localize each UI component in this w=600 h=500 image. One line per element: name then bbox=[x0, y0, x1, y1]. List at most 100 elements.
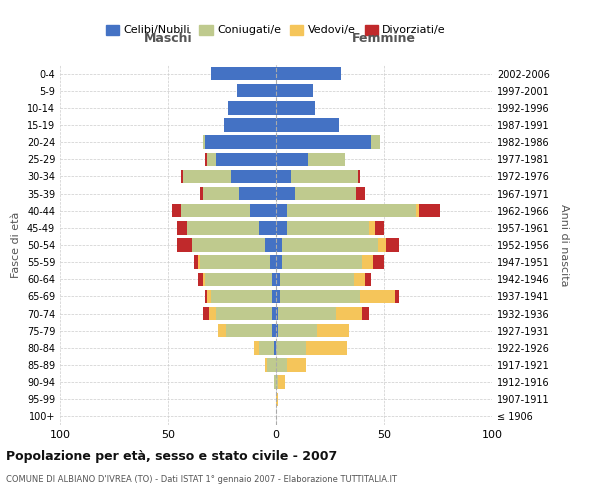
Bar bbox=[360, 290, 395, 303]
Text: Popolazione per età, sesso e stato civile - 2007: Popolazione per età, sesso e stato civil… bbox=[6, 450, 337, 463]
Bar bbox=[369, 221, 376, 234]
Bar bbox=[272, 324, 276, 338]
Bar bbox=[276, 101, 315, 114]
Bar bbox=[283, 256, 362, 269]
Bar bbox=[203, 136, 205, 149]
Bar bbox=[176, 221, 187, 234]
Bar bbox=[276, 238, 283, 252]
Bar bbox=[205, 152, 207, 166]
Bar bbox=[183, 170, 230, 183]
Bar bbox=[276, 118, 338, 132]
Y-axis label: Fasce di età: Fasce di età bbox=[11, 212, 21, 278]
Y-axis label: Anni di nascita: Anni di nascita bbox=[559, 204, 569, 286]
Bar bbox=[237, 84, 276, 98]
Bar bbox=[229, 101, 276, 114]
Bar bbox=[419, 204, 440, 218]
Bar bbox=[278, 324, 317, 338]
Bar bbox=[362, 256, 373, 269]
Bar bbox=[362, 307, 369, 320]
Bar bbox=[239, 187, 276, 200]
Bar bbox=[207, 152, 215, 166]
Bar bbox=[377, 238, 386, 252]
Bar bbox=[172, 204, 181, 218]
Bar bbox=[198, 272, 203, 286]
Bar bbox=[215, 307, 272, 320]
Bar bbox=[291, 170, 358, 183]
Bar bbox=[276, 324, 278, 338]
Bar bbox=[276, 152, 308, 166]
Bar bbox=[416, 204, 419, 218]
Bar bbox=[272, 272, 276, 286]
Bar bbox=[274, 341, 276, 354]
Bar bbox=[272, 290, 276, 303]
Bar bbox=[337, 307, 362, 320]
Bar bbox=[373, 256, 384, 269]
Bar bbox=[395, 290, 399, 303]
Bar bbox=[306, 341, 347, 354]
Bar bbox=[200, 256, 269, 269]
Bar bbox=[276, 358, 287, 372]
Bar bbox=[230, 170, 276, 183]
Bar bbox=[194, 256, 198, 269]
Bar bbox=[218, 324, 226, 338]
Bar bbox=[187, 221, 259, 234]
Bar bbox=[181, 170, 183, 183]
Bar bbox=[268, 358, 276, 372]
Bar bbox=[276, 84, 313, 98]
Bar bbox=[250, 204, 276, 218]
Bar bbox=[203, 187, 239, 200]
Bar bbox=[269, 256, 276, 269]
Bar bbox=[259, 341, 274, 354]
Bar bbox=[205, 290, 207, 303]
Bar bbox=[205, 272, 272, 286]
Bar bbox=[192, 238, 265, 252]
Legend: Celibi/Nubili, Coniugati/e, Vedovi/e, Divorziati/e: Celibi/Nubili, Coniugati/e, Vedovi/e, Di… bbox=[101, 20, 451, 40]
Bar bbox=[203, 307, 209, 320]
Bar bbox=[207, 290, 211, 303]
Bar bbox=[283, 238, 377, 252]
Bar bbox=[209, 307, 215, 320]
Bar bbox=[278, 307, 337, 320]
Bar bbox=[276, 272, 280, 286]
Bar bbox=[276, 67, 341, 80]
Bar bbox=[205, 136, 276, 149]
Text: Femmine: Femmine bbox=[352, 32, 416, 45]
Bar bbox=[356, 187, 365, 200]
Bar bbox=[203, 272, 205, 286]
Bar bbox=[272, 307, 276, 320]
Bar bbox=[181, 204, 250, 218]
Bar bbox=[215, 152, 276, 166]
Bar bbox=[276, 376, 278, 389]
Bar bbox=[287, 204, 416, 218]
Bar bbox=[278, 376, 284, 389]
Bar bbox=[276, 221, 287, 234]
Bar bbox=[254, 341, 259, 354]
Bar bbox=[376, 221, 384, 234]
Bar bbox=[265, 358, 268, 372]
Bar bbox=[280, 272, 354, 286]
Bar bbox=[211, 290, 272, 303]
Bar bbox=[274, 376, 276, 389]
Bar bbox=[259, 221, 276, 234]
Bar bbox=[287, 221, 369, 234]
Bar bbox=[276, 204, 287, 218]
Bar bbox=[265, 238, 276, 252]
Bar bbox=[276, 341, 306, 354]
Bar bbox=[371, 136, 380, 149]
Bar bbox=[317, 324, 349, 338]
Bar bbox=[211, 67, 276, 80]
Text: Maschi: Maschi bbox=[143, 32, 193, 45]
Bar bbox=[276, 170, 291, 183]
Bar bbox=[365, 272, 371, 286]
Bar bbox=[224, 118, 276, 132]
Text: COMUNE DI ALBIANO D'IVREA (TO) - Dati ISTAT 1° gennaio 2007 - Elaborazione TUTTI: COMUNE DI ALBIANO D'IVREA (TO) - Dati IS… bbox=[6, 475, 397, 484]
Bar bbox=[276, 392, 278, 406]
Bar bbox=[276, 136, 371, 149]
Bar bbox=[226, 324, 272, 338]
Bar bbox=[198, 256, 200, 269]
Bar bbox=[358, 170, 360, 183]
Bar bbox=[276, 187, 295, 200]
Bar bbox=[386, 238, 399, 252]
Bar bbox=[176, 238, 192, 252]
Bar bbox=[308, 152, 345, 166]
